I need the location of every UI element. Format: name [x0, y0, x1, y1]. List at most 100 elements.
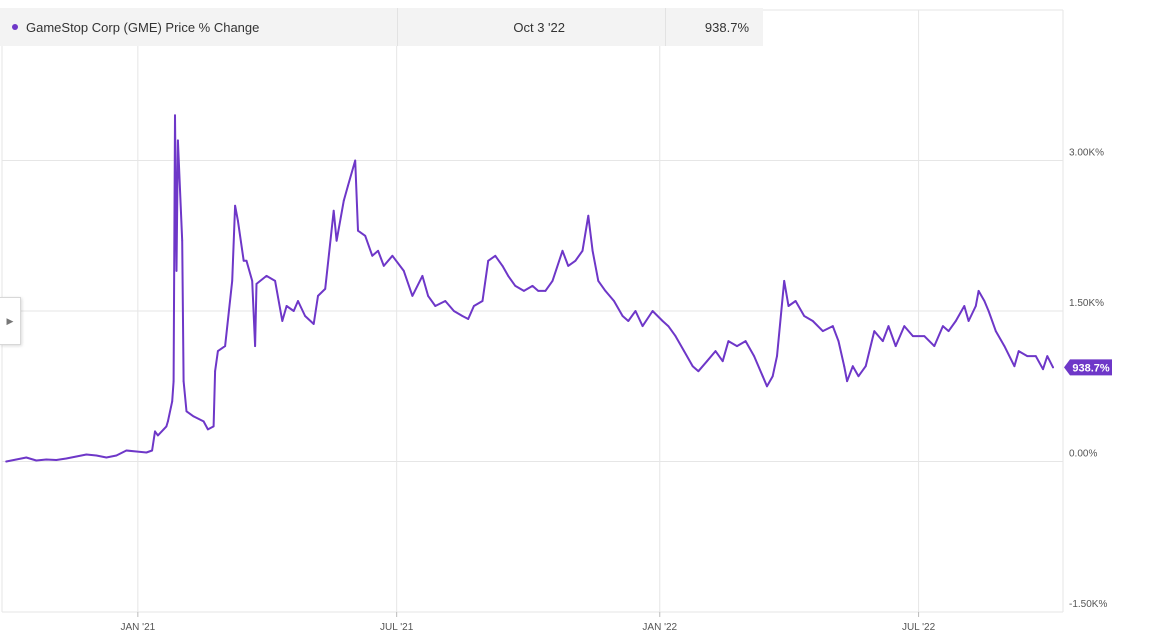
grid-layer: [1, 9, 1064, 617]
data-point: [597, 280, 600, 282]
data-point: [761, 375, 764, 378]
data-point: [145, 451, 148, 454]
data-point: [292, 310, 295, 312]
data-point: [753, 355, 755, 357]
data-point: [377, 249, 379, 252]
data-point: [651, 310, 654, 312]
legend-date-cell: Oct 3 '22: [398, 8, 666, 46]
data-point: [274, 280, 276, 282]
data-point: [794, 300, 797, 302]
data-point: [1052, 366, 1054, 369]
collapse-panel-button[interactable]: ▶: [0, 297, 21, 345]
y-tick-label: 0.00%: [1069, 449, 1097, 460]
data-point: [727, 340, 730, 342]
y-tick-label: 3.00K%: [1069, 148, 1104, 159]
data-point: [224, 345, 227, 347]
data-point: [691, 365, 694, 368]
data-point: [551, 280, 554, 282]
data-point: [335, 239, 338, 242]
data-point: [165, 425, 168, 428]
data-point: [167, 420, 169, 423]
data-point: [217, 350, 219, 352]
data-point: [324, 288, 327, 290]
data-point: [1042, 368, 1044, 371]
data-point: [317, 295, 319, 297]
legend-bar: GameStop Corp (GME) Price % Change Oct 3…: [0, 8, 763, 46]
data-point: [135, 450, 138, 453]
data-point: [787, 305, 790, 307]
data-point: [574, 259, 577, 262]
data-point: [967, 320, 970, 322]
data-point: [977, 290, 980, 292]
data-point: [255, 283, 258, 285]
data-point: [881, 340, 884, 342]
data-point: [151, 449, 154, 452]
data-point: [837, 340, 840, 342]
data-point: [347, 184, 349, 187]
data-point: [182, 380, 185, 383]
legend-date: Oct 3 '22: [513, 19, 565, 35]
data-point: [172, 380, 175, 383]
data-point: [242, 259, 245, 262]
data-point: [987, 310, 990, 312]
data-point: [912, 335, 914, 337]
data-point: [453, 310, 455, 312]
data-point: [265, 275, 268, 277]
data-point: [831, 325, 834, 327]
data-point: [162, 428, 165, 431]
y-tick-label: 1.50K%: [1069, 298, 1104, 309]
data-point: [857, 375, 860, 378]
data-point: [714, 350, 717, 352]
data-point: [604, 290, 607, 292]
data-point: [744, 340, 747, 342]
data-point: [721, 360, 724, 363]
data-point: [974, 305, 977, 307]
data-point: [185, 410, 188, 413]
data-point: [581, 249, 584, 252]
data-point: [371, 254, 374, 257]
data-point: [467, 318, 470, 320]
data-point: [846, 380, 848, 383]
data-point: [251, 280, 254, 282]
x-tick-label: JUL '21: [380, 622, 414, 633]
data-point: [783, 280, 786, 282]
data-point: [954, 320, 957, 322]
data-point: [613, 300, 615, 302]
series-layer: [5, 114, 1054, 463]
data-point: [25, 456, 28, 459]
data-point: [402, 270, 405, 272]
data-point: [461, 315, 464, 317]
data-point: [661, 320, 664, 322]
data-point: [125, 449, 128, 452]
data-point: [674, 335, 677, 337]
data-point: [903, 325, 906, 327]
data-point: [55, 459, 58, 461]
data-point: [254, 345, 256, 347]
data-point: [231, 280, 234, 282]
data-point: [245, 259, 248, 262]
data-point: [157, 434, 159, 437]
data-point: [567, 265, 570, 267]
data-point: [45, 458, 48, 461]
data-point: [523, 290, 525, 292]
data-point: [994, 330, 997, 332]
data-point: [776, 355, 778, 357]
legend-value: 938.7%: [704, 19, 749, 35]
data-point: [771, 375, 774, 378]
data-point: [181, 239, 184, 242]
y-tick-label: -1.50K%: [1069, 599, 1107, 610]
data-point: [514, 285, 517, 287]
data-point: [105, 456, 108, 459]
data-point: [561, 249, 564, 252]
data-point: [115, 454, 118, 457]
legend-series-cell[interactable]: GameStop Corp (GME) Price % Change: [0, 8, 398, 46]
data-point: [281, 320, 284, 322]
data-point: [342, 199, 345, 202]
data-point: [1046, 355, 1049, 357]
data-point: [237, 219, 239, 222]
data-point: [621, 315, 624, 317]
data-point: [923, 335, 926, 337]
data-point: [487, 259, 490, 262]
data-point: [65, 457, 68, 460]
